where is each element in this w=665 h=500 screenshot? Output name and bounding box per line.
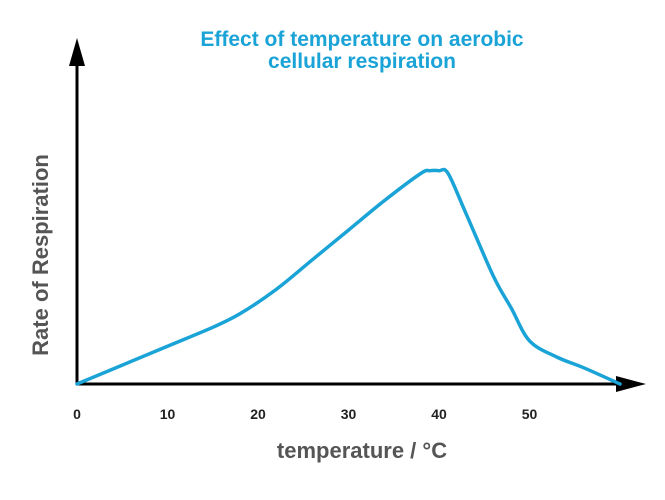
chart-title-line-1: Effect of temperature on aerobic <box>200 28 524 51</box>
x-tick-label-30: 30 <box>341 406 357 422</box>
series-line-0 <box>75 167 622 386</box>
x-axis-label: temperature / °C <box>277 438 447 463</box>
x-tick-label-40: 40 <box>431 406 447 422</box>
chart-title-line-2: cellular respiration <box>268 50 456 73</box>
x-tick-label-0: 0 <box>73 406 81 422</box>
x-tick-labels: 0 10 20 30 40 50 <box>73 406 537 422</box>
series-group <box>75 167 622 386</box>
y-axis-label: Rate of Respiration <box>28 154 53 356</box>
axes <box>69 38 646 392</box>
x-tick-label-50: 50 <box>522 406 538 422</box>
y-axis-arrow <box>69 38 85 66</box>
x-axis-arrow <box>616 376 646 392</box>
x-tick-label-20: 20 <box>250 406 266 422</box>
x-tick-label-10: 10 <box>160 406 176 422</box>
